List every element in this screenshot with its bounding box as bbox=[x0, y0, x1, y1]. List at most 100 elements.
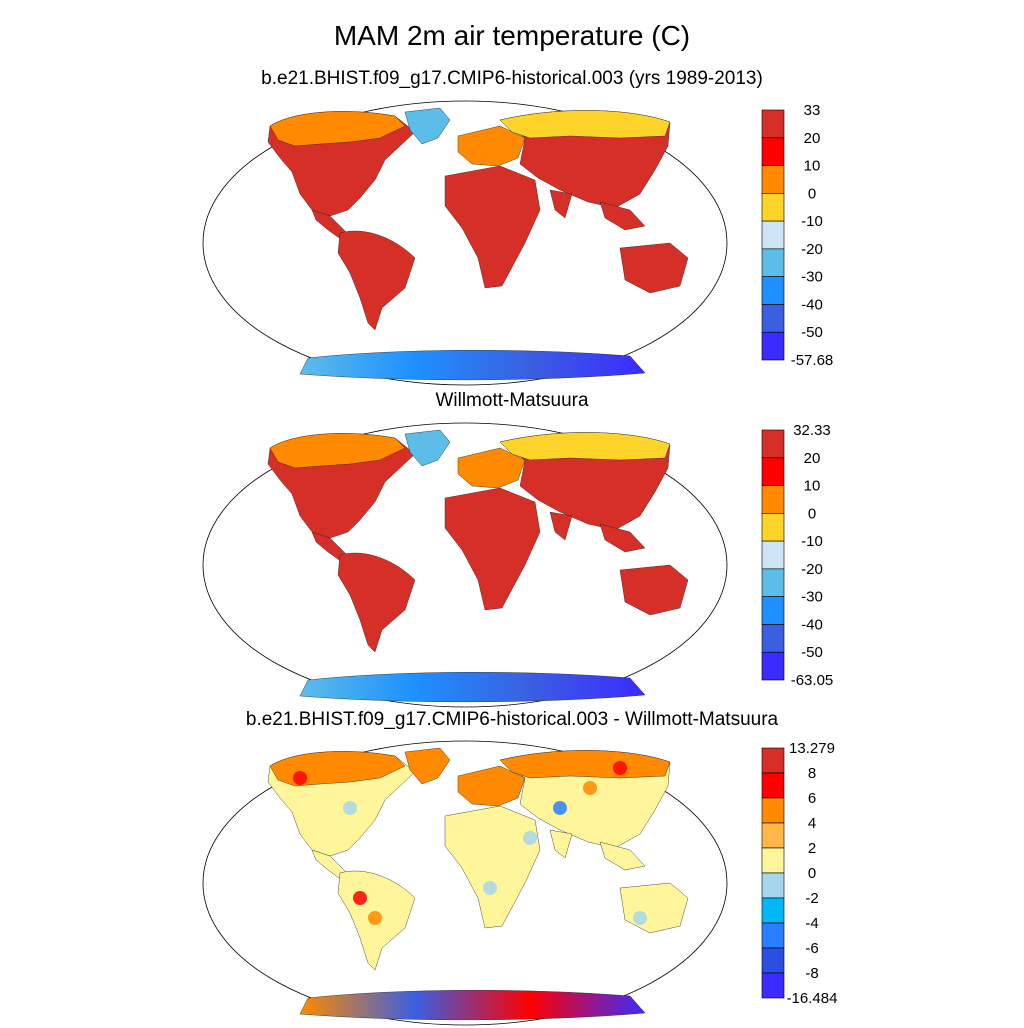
colorbar-swatch bbox=[761, 972, 785, 999]
colorbar-label: -10 bbox=[801, 213, 823, 230]
colorbar-swatch bbox=[761, 947, 785, 974]
anomaly-patch bbox=[368, 911, 382, 925]
colorbar-label: -30 bbox=[801, 269, 823, 286]
siberia bbox=[499, 110, 671, 139]
colorbar-swatch bbox=[761, 193, 785, 222]
panel1-colorbar: 33 20 10 0 -10 -20 -30 -40 -50 -57.68 bbox=[761, 102, 834, 369]
colorbar-label: 10 bbox=[804, 478, 821, 495]
colorbar-label: 0 bbox=[808, 185, 816, 202]
colorbar-swatch bbox=[761, 429, 785, 459]
colorbar-swatch bbox=[761, 797, 785, 824]
panel3-colorbar: 13.279 8 6 4 2 0 -2 -4 -6 -8 -16.484 bbox=[761, 740, 838, 1007]
india bbox=[549, 511, 573, 541]
colorbar-label: -40 bbox=[801, 616, 823, 633]
colorbar-swatch bbox=[761, 248, 785, 277]
siberia bbox=[499, 432, 671, 461]
colorbar-label: 20 bbox=[804, 450, 821, 467]
colorbar-swatch bbox=[761, 276, 785, 305]
colorbar-label: -20 bbox=[801, 561, 823, 578]
colorbar-swatch bbox=[761, 651, 785, 681]
north-canada bbox=[269, 433, 406, 469]
colorbar-swatch bbox=[761, 331, 785, 361]
colorbar-swatch bbox=[761, 772, 785, 799]
greenland bbox=[404, 107, 451, 145]
anomaly-patch bbox=[633, 911, 647, 925]
antarctica bbox=[299, 350, 646, 381]
colorbar-swatch bbox=[761, 596, 785, 625]
panel3-map bbox=[202, 740, 728, 1026]
colorbar-swatch bbox=[761, 457, 785, 486]
panel2-colorbar: 32.33 20 10 0 -10 -20 -30 -40 -50 -63.05 bbox=[761, 422, 834, 689]
colorbar-swatch bbox=[761, 872, 785, 899]
colorbar-label: 2 bbox=[808, 840, 816, 857]
colorbar-swatch bbox=[761, 822, 785, 849]
colorbar-swatch bbox=[761, 540, 785, 570]
africa bbox=[444, 487, 541, 611]
colorbar-label: -30 bbox=[801, 589, 823, 606]
panel1-subtitle: b.e21.BHIST.f09_g17.CMIP6-historical.003… bbox=[261, 68, 763, 89]
panel1-map bbox=[202, 100, 728, 386]
colorbar-label: 0 bbox=[808, 505, 816, 522]
colorbar-label: -6 bbox=[805, 940, 818, 957]
greenland bbox=[404, 429, 451, 467]
panel3-subtitle: b.e21.BHIST.f09_g17.CMIP6-historical.003… bbox=[245, 709, 779, 730]
southeast-asia bbox=[599, 523, 646, 553]
anomaly-patch bbox=[523, 831, 537, 845]
australia bbox=[619, 564, 689, 616]
southeast-asia bbox=[599, 841, 646, 871]
colorbar-swatch bbox=[761, 624, 785, 653]
europe bbox=[457, 125, 526, 167]
colorbar-swatch bbox=[761, 568, 785, 597]
india bbox=[549, 189, 573, 219]
colorbar-label: -50 bbox=[801, 644, 823, 661]
australia bbox=[619, 242, 689, 294]
africa bbox=[444, 805, 541, 929]
colorbar-label: 0 bbox=[808, 865, 816, 882]
north-canada bbox=[269, 111, 406, 147]
colorbar-label: -63.05 bbox=[791, 672, 834, 689]
colorbar-label: 33 bbox=[804, 102, 821, 119]
colorbar-label: 8 bbox=[808, 765, 816, 782]
colorbar-label: -2 bbox=[805, 890, 818, 907]
colorbar-swatch bbox=[761, 137, 785, 166]
colorbar-label: -57.68 bbox=[791, 352, 834, 369]
colorbar-label: 32.33 bbox=[793, 422, 831, 439]
colorbar-label: 4 bbox=[808, 815, 816, 832]
colorbar-swatch bbox=[761, 304, 785, 333]
southeast-asia bbox=[599, 201, 646, 231]
colorbar-label: -20 bbox=[801, 241, 823, 258]
colorbar-label: -50 bbox=[801, 324, 823, 341]
colorbar-swatch bbox=[761, 922, 785, 949]
south-america bbox=[337, 230, 416, 331]
greenland bbox=[404, 747, 451, 785]
colorbar-swatch bbox=[761, 513, 785, 542]
colorbar-label: 20 bbox=[804, 130, 821, 147]
antarctica bbox=[299, 672, 646, 703]
colorbar-label: 13.279 bbox=[789, 740, 835, 757]
figure-title: MAM 2m air temperature (C) bbox=[333, 20, 691, 51]
colorbar-swatch bbox=[761, 897, 785, 924]
anomaly-patch bbox=[343, 801, 357, 815]
colorbar-label: -16.484 bbox=[787, 990, 838, 1007]
colorbar-swatch bbox=[761, 485, 785, 514]
colorbar-swatch bbox=[761, 109, 785, 139]
colorbar-label: -10 bbox=[801, 533, 823, 550]
colorbar-label: -8 bbox=[805, 965, 818, 982]
europe bbox=[457, 447, 526, 489]
africa bbox=[444, 165, 541, 289]
panel2-subtitle: Willmott-Matsuura bbox=[435, 390, 589, 411]
colorbar-label: -4 bbox=[805, 915, 818, 932]
colorbar-swatch bbox=[761, 847, 785, 874]
colorbar-swatch bbox=[761, 747, 785, 774]
anomaly-patch bbox=[353, 891, 367, 905]
panel2-map bbox=[202, 422, 728, 708]
anomaly-patch bbox=[553, 801, 567, 815]
anomaly-patch bbox=[583, 781, 597, 795]
siberia bbox=[499, 750, 671, 779]
colorbar-label: 10 bbox=[804, 158, 821, 175]
south-america bbox=[337, 552, 416, 653]
colorbar-swatch bbox=[761, 220, 785, 250]
europe bbox=[457, 765, 526, 807]
colorbar-label: 6 bbox=[808, 790, 816, 807]
anomaly-patch bbox=[613, 761, 627, 775]
